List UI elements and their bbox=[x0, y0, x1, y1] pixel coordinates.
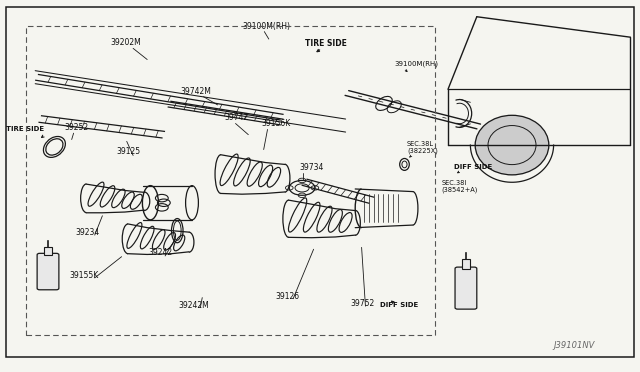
Text: 39234: 39234 bbox=[76, 228, 100, 237]
FancyBboxPatch shape bbox=[37, 253, 59, 290]
Text: TIRE SIDE: TIRE SIDE bbox=[6, 126, 45, 132]
Text: DIFF SIDE: DIFF SIDE bbox=[454, 164, 493, 170]
Text: 39155K: 39155K bbox=[69, 271, 99, 280]
Text: 39202M: 39202M bbox=[111, 38, 141, 47]
Text: 39252: 39252 bbox=[64, 123, 88, 132]
Text: 39156K: 39156K bbox=[261, 119, 291, 128]
Text: 39734: 39734 bbox=[300, 163, 324, 172]
Bar bbox=[44, 247, 52, 255]
Text: DIFF SIDE: DIFF SIDE bbox=[380, 302, 418, 308]
Text: 39742: 39742 bbox=[224, 113, 248, 122]
Text: 39125: 39125 bbox=[116, 147, 141, 156]
Text: 39242M: 39242M bbox=[178, 301, 209, 310]
FancyBboxPatch shape bbox=[455, 267, 477, 309]
Text: SEC.38I
(38542+A): SEC.38I (38542+A) bbox=[442, 180, 478, 193]
Text: 39100M(RH): 39100M(RH) bbox=[242, 22, 290, 31]
Text: 39752: 39752 bbox=[351, 299, 375, 308]
Text: TIRE SIDE: TIRE SIDE bbox=[305, 39, 347, 48]
Text: 39242: 39242 bbox=[148, 248, 173, 257]
Bar bbox=[26, 26, 435, 335]
Text: 39100M(RH): 39100M(RH) bbox=[394, 61, 438, 67]
Ellipse shape bbox=[475, 115, 548, 175]
Bar bbox=[462, 259, 470, 269]
Text: 39742M: 39742M bbox=[180, 87, 211, 96]
Text: 39126: 39126 bbox=[275, 292, 300, 301]
Text: J39101NV: J39101NV bbox=[554, 341, 595, 350]
Text: SEC.38L
(38225X): SEC.38L (38225X) bbox=[407, 141, 438, 154]
